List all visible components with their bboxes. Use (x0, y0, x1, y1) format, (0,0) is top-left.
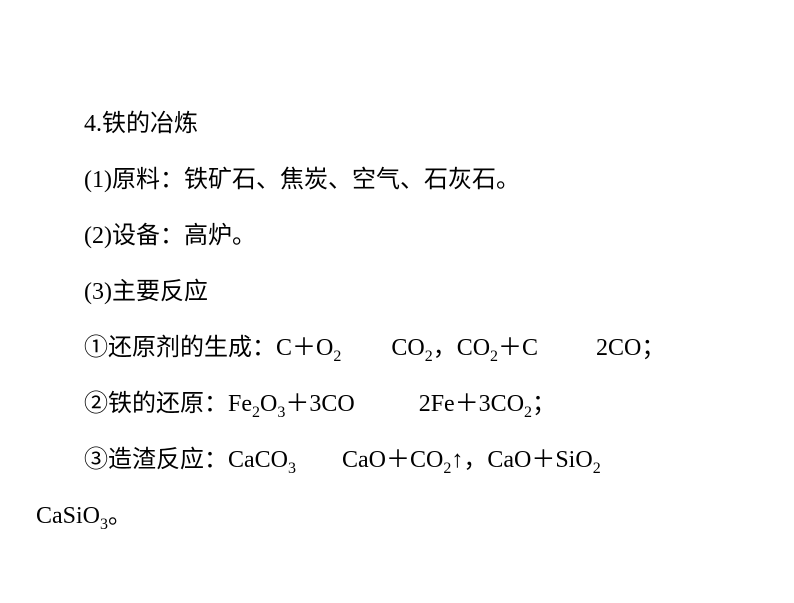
reaction1-eq1-left: C＋O (276, 335, 333, 361)
reaction3-cont-text-a-sub: 3 (100, 516, 108, 533)
reaction3-cont-line: CaSiO3。 (36, 504, 758, 528)
reaction2-left-a-sub: 2 (252, 404, 260, 421)
reaction2-left-a: Fe (228, 391, 252, 417)
reaction1-eq2-left-a: CO (457, 335, 490, 361)
equipment-line: (2)设备：高炉。 (36, 224, 758, 248)
reaction3-eq1-left-sub: 3 (288, 460, 296, 477)
reaction3-eq1-right-a: CaO＋CO (342, 447, 443, 473)
reaction2-right-a: 2Fe＋3CO (419, 391, 524, 417)
reaction3-arrow-up: ↑ (451, 447, 463, 473)
reaction1-prefix: ①还原剂的生成： (84, 335, 276, 361)
reactions-label-line: (3)主要反应 (36, 280, 758, 304)
heading-title: 铁的冶炼 (102, 111, 198, 137)
reaction1-line: ①还原剂的生成：C＋O2CO2，CO2＋C2CO； (36, 336, 758, 360)
reaction3-eq1-left: CaCO (228, 447, 288, 473)
reaction3-eq2-left-a: CaO＋SiO (487, 447, 592, 473)
reaction1-comma: ， (433, 335, 457, 361)
reaction1-eq1-right-a: CO (391, 335, 424, 361)
reaction1-eq1-left-sub: 2 (333, 348, 341, 365)
heading-number: 4. (84, 111, 102, 137)
reaction3-line: ③造渣反应：CaCO3CaO＋CO2↑，CaO＋SiO2 (36, 448, 758, 472)
reaction2-left-b: O (260, 391, 277, 417)
reaction2-line: ②铁的还原：Fe2O3＋3CO2Fe＋3CO2； (36, 392, 758, 416)
reaction3-cont-tail: 。 (108, 503, 132, 529)
reaction1-eq1-right-a-sub: 2 (425, 348, 433, 365)
reaction1-eq2-right: 2CO； (596, 335, 665, 361)
materials-line: (1)原料：铁矿石、焦炭、空气、石灰石。 (36, 168, 758, 192)
document-page: 4.铁的冶炼 (1)原料：铁矿石、焦炭、空气、石灰石。 (2)设备：高炉。 (3… (0, 0, 794, 603)
reaction1-eq2-left-a-sub: 2 (490, 348, 498, 365)
equipment-label: (2)设备： (84, 223, 184, 249)
reactions-label: (3)主要反应 (84, 279, 208, 305)
heading-line: 4.铁的冶炼 (36, 112, 758, 136)
reaction3-comma: ， (463, 447, 487, 473)
reaction3-eq2-left-a-sub: 2 (593, 460, 601, 477)
reaction2-left-c: ＋3CO (285, 391, 354, 417)
materials-label: (1)原料： (84, 167, 184, 193)
reaction3-prefix: ③造渣反应： (84, 447, 228, 473)
equipment-text: 高炉。 (184, 223, 256, 249)
materials-text: 铁矿石、焦炭、空气、石灰石。 (184, 167, 520, 193)
reaction3-cont-text-a: CaSiO (36, 503, 100, 529)
reaction2-right-a-sub: 2 (524, 404, 532, 421)
reaction1-eq2-left-b: ＋C (498, 335, 538, 361)
reaction2-prefix: ②铁的还原： (84, 391, 228, 417)
reaction2-tail: ； (532, 391, 556, 417)
